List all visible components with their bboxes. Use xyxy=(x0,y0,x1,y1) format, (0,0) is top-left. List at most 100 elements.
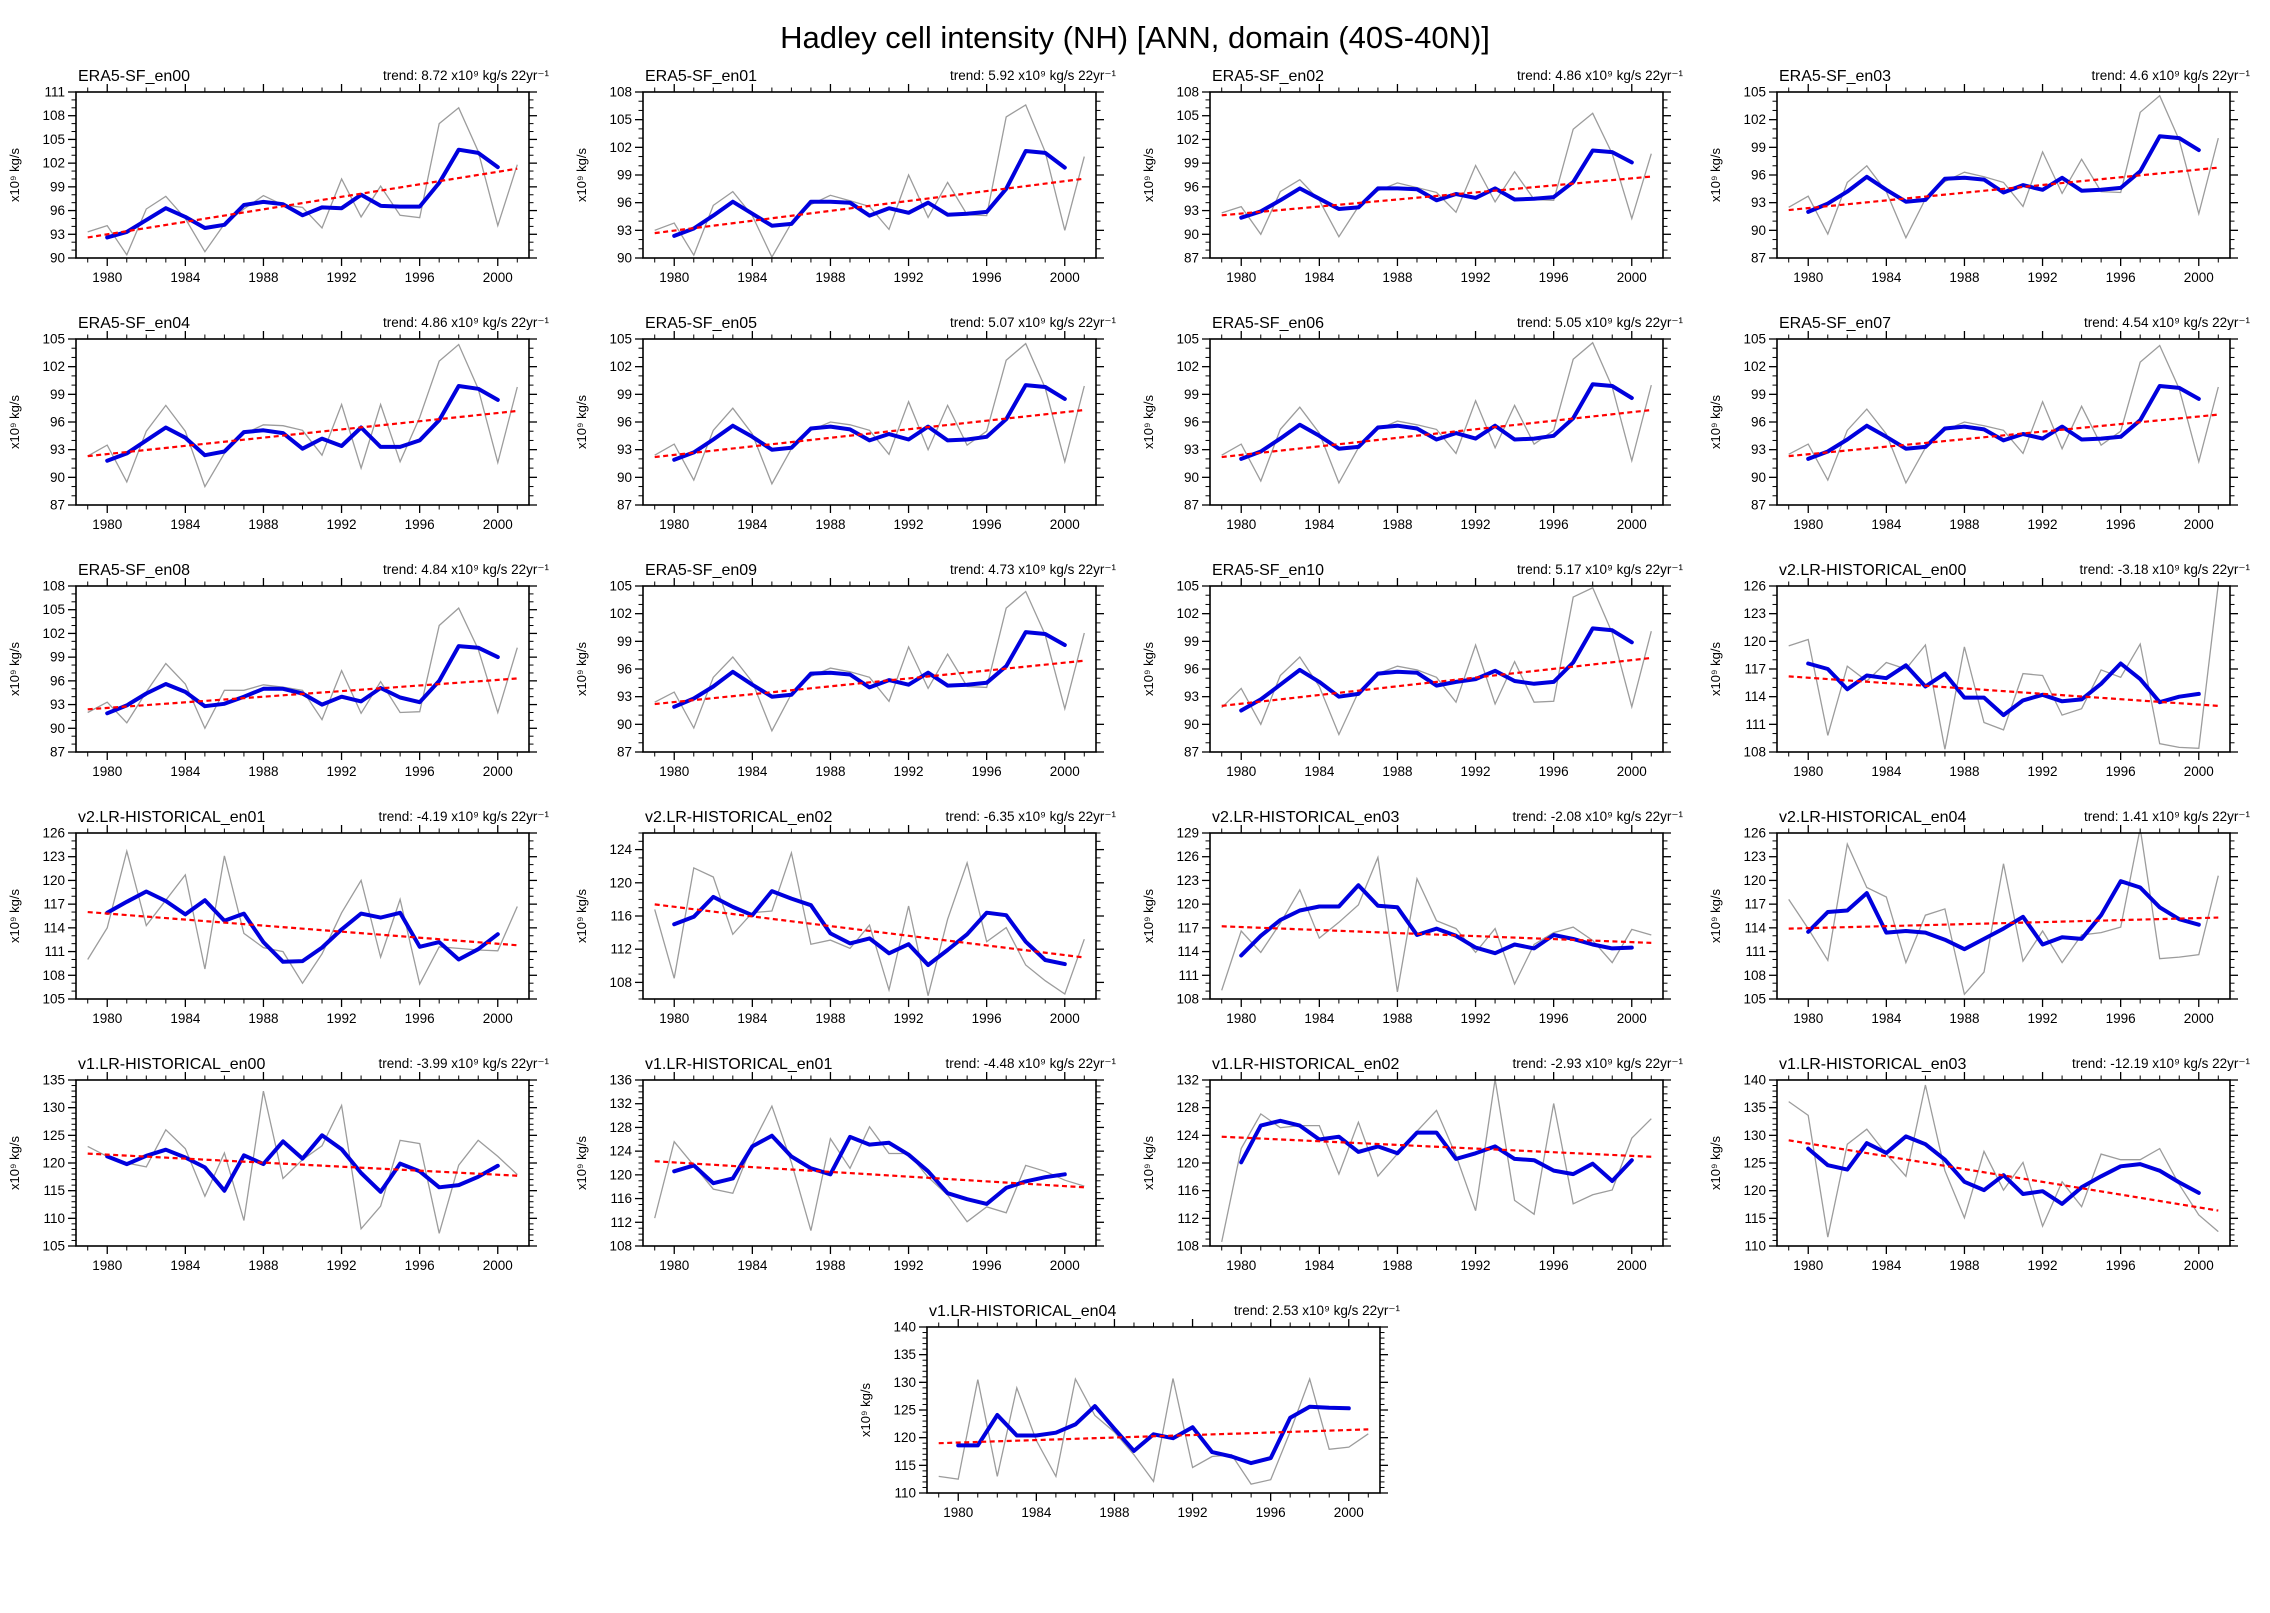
y-tick-label: 99 xyxy=(1751,387,1766,402)
y-tick-label: 135 xyxy=(1743,1100,1766,1115)
y-tick-label: 124 xyxy=(1176,1128,1199,1143)
trend-line xyxy=(654,408,1085,459)
raw-series-line xyxy=(938,1376,1369,1485)
trend-label: trend: 5.92 x10⁹ kg/s 22yr⁻¹ xyxy=(950,68,1116,83)
x-tick-label: 1984 xyxy=(1871,1011,1902,1026)
y-tick-label: 90 xyxy=(50,470,65,485)
x-tick-label: 2000 xyxy=(1050,1258,1080,1273)
smoothed-series-line xyxy=(955,1404,1351,1466)
x-tick-label: 1988 xyxy=(1382,517,1412,532)
panel-title: ERA5-SF_en03 xyxy=(1779,68,1891,85)
x-tick-label: 1992 xyxy=(894,270,924,285)
x-tick-label: 1984 xyxy=(170,270,201,285)
y-tick-label: 102 xyxy=(1743,359,1766,374)
chart-cell: ERA5-SF_en03 trend: 4.6 x10⁹ kg/s 22yr⁻¹ x… xyxy=(1702,62,2269,309)
y-tick-label: 90 xyxy=(1184,717,1199,732)
y-tick-label: 108 xyxy=(42,108,65,123)
y-tick-label: 120 xyxy=(42,1156,65,1171)
trend-line xyxy=(87,167,518,239)
y-tick-label: 105 xyxy=(1176,332,1199,347)
x-tick-label: 1992 xyxy=(894,517,924,532)
x-tick-label: 2000 xyxy=(1617,1011,1647,1026)
raw-series-line xyxy=(87,848,518,986)
chart-panel: ERA5-SF_en08 trend: 4.84 x10⁹ kg/s 22yr⁻¹… xyxy=(7,562,549,779)
y-axis-label: x10⁹ kg/s xyxy=(1141,889,1156,943)
y-tick-label: 120 xyxy=(893,1430,916,1445)
x-tick-label: 1992 xyxy=(894,1011,924,1026)
chart-grid-last-row: v1.LR-HISTORICAL_en04 trend: 2.53 x10⁹ kg… xyxy=(1,1297,2269,1544)
x-tick-label: 1980 xyxy=(92,764,122,779)
x-tick-label: 1980 xyxy=(1793,1011,1823,1026)
y-axis-label: x10⁹ kg/s xyxy=(1708,148,1723,202)
x-tick-label: 2000 xyxy=(2184,517,2214,532)
y-tick-label: 120 xyxy=(609,875,632,890)
y-tick-label: 111 xyxy=(1178,968,1199,983)
chart-cell: ERA5-SF_en10 trend: 5.17 x10⁹ kg/s 22yr⁻¹… xyxy=(1135,556,1702,803)
y-tick-label: 105 xyxy=(609,579,632,594)
y-axis-label: x10⁹ kg/s xyxy=(1708,889,1723,943)
y-tick-label: 90 xyxy=(50,251,65,266)
y-tick-label: 117 xyxy=(43,897,65,912)
y-axis-label: x10⁹ kg/s xyxy=(574,1136,589,1190)
y-tick-label: 128 xyxy=(609,1120,632,1135)
chart-panel: ERA5-SF_en04 trend: 4.86 x10⁹ kg/s 22yr⁻¹… xyxy=(7,315,549,532)
plot-frame xyxy=(1776,1079,2231,1247)
raw-series-line xyxy=(1788,833,2219,996)
y-tick-label: 116 xyxy=(610,1191,632,1206)
x-tick-label: 1980 xyxy=(1226,764,1256,779)
x-tick-label: 1988 xyxy=(815,517,845,532)
smoothed-series-line xyxy=(1239,883,1634,958)
y-tick-label: 116 xyxy=(610,909,632,924)
x-tick-label: 1992 xyxy=(894,764,924,779)
x-tick-label: 2000 xyxy=(2184,1011,2214,1026)
smoothed-series-line xyxy=(1239,1118,1634,1183)
y-tick-label: 114 xyxy=(1177,944,1199,959)
chart-panel: v2.LR-HISTORICAL_en02 trend: -6.35 x10⁹ k… xyxy=(574,809,1117,1026)
y-tick-label: 108 xyxy=(1176,85,1199,100)
y-tick-label: 96 xyxy=(1184,179,1199,194)
y-axis-label: x10⁹ kg/s xyxy=(1708,642,1723,696)
y-tick-label: 99 xyxy=(617,387,632,402)
x-tick-label: 1984 xyxy=(1304,517,1335,532)
y-tick-label: 96 xyxy=(50,203,65,218)
trend-label: trend: -12.19 x10⁹ kg/s 22yr⁻¹ xyxy=(2072,1056,2250,1071)
raw-series-line xyxy=(654,590,1085,733)
x-tick-label: 1996 xyxy=(972,764,1002,779)
chart-panel: v2.LR-HISTORICAL_en04 trend: 1.41 x10⁹ kg… xyxy=(1708,809,2250,1026)
plot-frame xyxy=(925,1326,1381,1494)
trend-line xyxy=(87,409,518,458)
y-tick-label: 108 xyxy=(42,968,65,983)
x-tick-label: 1984 xyxy=(1304,764,1335,779)
plot-frame xyxy=(1776,91,2231,259)
x-tick-label: 1980 xyxy=(1226,270,1256,285)
chart-panel: v2.LR-HISTORICAL_en01 trend: -4.19 x10⁹ k… xyxy=(7,809,550,1026)
trend-label: trend: 1.41 x10⁹ kg/s 22yr⁻¹ xyxy=(2084,809,2250,824)
y-tick-label: 124 xyxy=(609,1144,632,1159)
y-tick-label: 102 xyxy=(609,359,632,374)
chart-cell: v1.LR-HISTORICAL_en03 trend: -12.19 x10⁹ … xyxy=(1702,1050,2269,1297)
chart-panel: ERA5-SF_en10 trend: 5.17 x10⁹ kg/s 22yr⁻¹… xyxy=(1141,562,1683,779)
trend-label: trend: 4.86 x10⁹ kg/s 22yr⁻¹ xyxy=(383,315,549,330)
smoothed-series-line xyxy=(1239,148,1634,220)
x-tick-label: 1996 xyxy=(405,517,435,532)
x-tick-label: 1984 xyxy=(1871,270,1902,285)
x-tick-label: 2000 xyxy=(1617,1258,1647,1273)
x-tick-label: 1988 xyxy=(248,764,278,779)
y-axis-label: x10⁹ kg/s xyxy=(1141,395,1156,449)
panel-title: v1.LR-HISTORICAL_en03 xyxy=(1779,1056,1966,1073)
y-tick-label: 115 xyxy=(894,1458,916,1473)
y-axis-label: x10⁹ kg/s xyxy=(1708,395,1723,449)
y-tick-label: 93 xyxy=(50,697,65,712)
panel-title: v2.LR-HISTORICAL_en04 xyxy=(1779,809,1966,826)
x-tick-label: 1984 xyxy=(737,764,768,779)
panel-title: ERA5-SF_en09 xyxy=(645,562,757,579)
x-tick-label: 1980 xyxy=(659,764,689,779)
y-tick-label: 111 xyxy=(1745,944,1766,959)
y-tick-label: 96 xyxy=(617,662,632,677)
trend-line xyxy=(1788,413,2219,458)
x-tick-label: 1992 xyxy=(327,764,357,779)
smoothed-series-line xyxy=(1239,382,1634,461)
chart-cell: ERA5-SF_en04 trend: 4.86 x10⁹ kg/s 22yr⁻¹… xyxy=(1,309,568,556)
plot-frame xyxy=(75,832,530,1000)
y-tick-label: 99 xyxy=(1184,634,1199,649)
